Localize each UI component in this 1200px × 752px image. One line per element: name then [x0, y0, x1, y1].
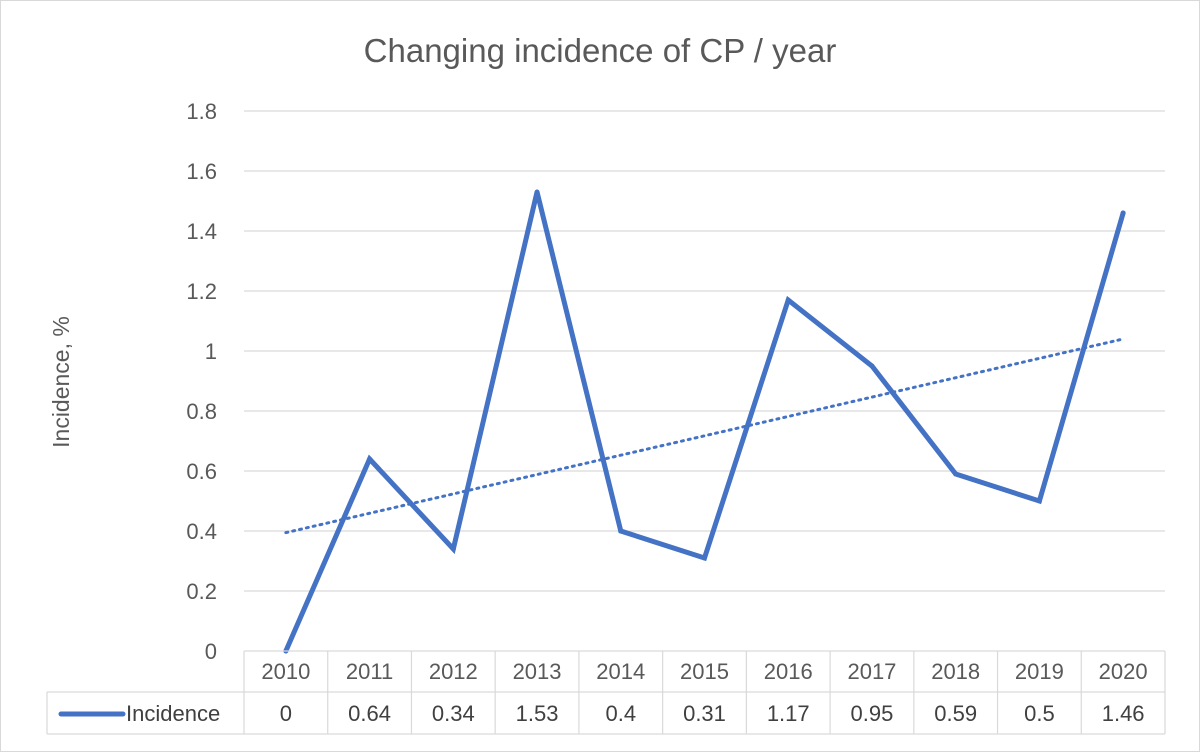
table-value: 0.95	[851, 701, 894, 726]
data-point	[953, 471, 959, 477]
y-tick-label: 1.2	[186, 279, 217, 304]
y-tick-label: 0.6	[186, 459, 217, 484]
x-tick-label: 2019	[1015, 659, 1064, 684]
trendline	[284, 337, 1125, 535]
data-point	[1120, 210, 1126, 216]
y-axis-title: Incidence, %	[48, 316, 74, 448]
y-tick-label: 1.4	[186, 219, 217, 244]
legend-label: Incidence	[126, 701, 220, 726]
table-value: 0.34	[432, 701, 475, 726]
y-axis-ticks: 0 0.2 0.4 0.6 0.8 1 1.2 1.4 1.6 1.8	[186, 99, 217, 664]
y-tick-label: 0.4	[186, 519, 217, 544]
y-tick-label: 1	[205, 339, 217, 364]
x-tick-label: 2015	[680, 659, 729, 684]
gridlines	[244, 110, 1165, 592]
table-value: 0.64	[348, 701, 391, 726]
trendline-path	[284, 337, 1125, 535]
y-tick-label: 0	[205, 639, 217, 664]
data-point	[1036, 498, 1042, 504]
x-tick-label: 2020	[1099, 659, 1148, 684]
table-value: 1.46	[1102, 701, 1145, 726]
x-tick-label: 2014	[596, 659, 645, 684]
data-point	[534, 189, 540, 195]
y-tick-label: 0.2	[186, 579, 217, 604]
table-value: 0.31	[683, 701, 726, 726]
data-point	[869, 363, 875, 369]
y-tick-label: 1.8	[186, 99, 217, 124]
table-value: 0.59	[934, 701, 977, 726]
table-value: 0	[280, 701, 292, 726]
x-tick-label: 2016	[764, 659, 813, 684]
data-point	[367, 456, 373, 462]
x-tick-label: 2017	[847, 659, 896, 684]
table-value: 1.53	[516, 701, 559, 726]
series-incidence	[283, 189, 1126, 654]
table-value: 0.5	[1024, 701, 1055, 726]
x-tick-label: 2018	[931, 659, 980, 684]
table-value: 1.17	[767, 701, 810, 726]
data-point	[702, 555, 707, 561]
data-table: 2010 2011 2012 2013 2014 2015 2016 2017 2018 2019…	[46, 650, 1166, 735]
data-point	[450, 546, 456, 552]
y-tick-label: 0.8	[186, 399, 217, 424]
series-line	[283, 191, 1126, 654]
chart-title: Changing incidence of CP / year	[364, 32, 837, 69]
y-tick-label: 1.6	[186, 159, 217, 184]
data-point	[785, 297, 791, 303]
x-tick-label: 2011	[346, 659, 393, 684]
x-tick-label: 2013	[513, 659, 562, 684]
x-tick-label: 2010	[261, 659, 310, 684]
data-point	[618, 528, 624, 534]
table-value: 0.4	[605, 701, 636, 726]
x-tick-label: 2012	[429, 659, 478, 684]
